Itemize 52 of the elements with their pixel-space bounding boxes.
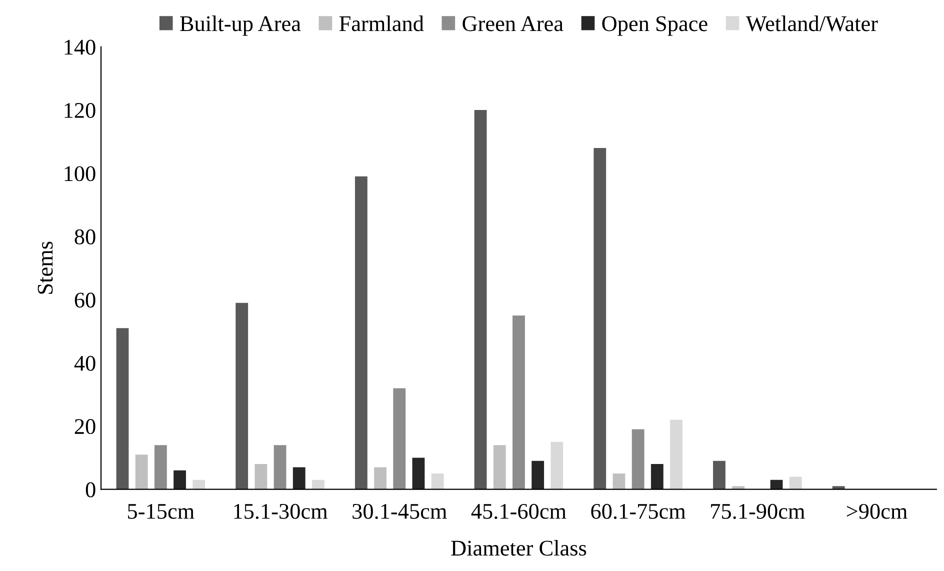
bar <box>650 464 664 490</box>
y-tick-label: 140 <box>64 40 96 55</box>
bar <box>292 467 306 490</box>
legend-label: Farmland <box>339 16 424 32</box>
y-tick-label: 80 <box>74 229 96 244</box>
bar <box>550 442 564 490</box>
bar <box>116 328 129 490</box>
bar <box>135 454 148 490</box>
x-tick-label: 15.1-30cm <box>234 504 328 519</box>
bar <box>174 470 186 490</box>
y-tick-label: 100 <box>64 166 96 182</box>
bar <box>632 429 644 490</box>
bar <box>832 486 845 490</box>
y-axis-title: Stems <box>38 242 53 294</box>
bar <box>512 316 525 490</box>
x-axis-title: Diameter Class <box>451 540 586 556</box>
y-tick-label: 0 <box>86 482 96 498</box>
y-tick-label: 120 <box>64 102 96 118</box>
bar <box>354 176 368 490</box>
bar <box>192 480 206 490</box>
bar <box>789 476 802 490</box>
legend-label: Green Area <box>462 16 564 32</box>
bar <box>236 302 248 490</box>
bar <box>670 420 682 490</box>
legend-label: Open Space <box>602 16 708 36</box>
bar <box>713 460 726 490</box>
bar <box>412 458 425 490</box>
bar <box>532 460 544 490</box>
bar <box>374 467 386 490</box>
x-tick-label: 45.1-60cm <box>471 504 566 519</box>
x-tick-label: 75.1-90cm <box>711 504 805 519</box>
bar <box>493 445 506 490</box>
bar <box>770 480 783 490</box>
bar <box>474 110 487 490</box>
bar <box>312 480 324 490</box>
bar <box>393 388 406 490</box>
bar <box>274 445 286 490</box>
x-tick-label: >90cm <box>846 504 908 519</box>
y-tick-label: 40 <box>74 356 96 371</box>
x-tick-label: 60.1-75cm <box>591 504 686 519</box>
y-tick-label: 60 <box>74 292 96 308</box>
bar <box>732 486 745 490</box>
bar <box>154 445 167 490</box>
bar <box>431 474 444 490</box>
x-tick-label: 5-15cm <box>128 504 194 519</box>
bar <box>254 464 268 490</box>
x-tick-label: 30.1-45cm <box>352 504 447 519</box>
bar <box>612 474 626 490</box>
legend-label: Wetland/Water <box>746 16 878 32</box>
legend-label: Built-up Area <box>180 16 301 36</box>
bar <box>594 148 606 490</box>
y-tick-label: 20 <box>74 419 96 434</box>
